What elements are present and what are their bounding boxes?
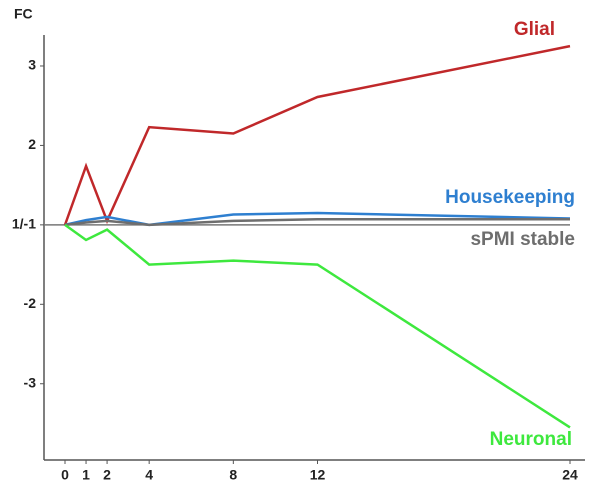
series-label: Housekeeping [445,187,575,208]
series-label: Glial [514,19,555,40]
x-tick-label: 8 [229,467,237,483]
series-label: sPMI stable [470,229,575,250]
x-tick-label: 0 [61,467,69,483]
series-line [63,44,571,226]
y-axis-label: FC [14,6,33,22]
x-tick-label: 12 [310,467,326,483]
x-tick-label: 2 [103,467,111,483]
x-tick-label: 1 [82,467,90,483]
y-tick-label: -3 [24,374,37,390]
x-tick-label: 24 [562,467,578,483]
series-label: Neuronal [490,429,572,450]
series-line [64,218,570,227]
series-line [64,223,571,429]
y-tick-label: 2 [28,136,36,152]
y-tick-label: -2 [24,295,37,311]
x-tick-label: 4 [145,467,153,483]
y-tick-label: 1/-1 [12,216,36,232]
y-tick-label: 3 [28,57,36,73]
